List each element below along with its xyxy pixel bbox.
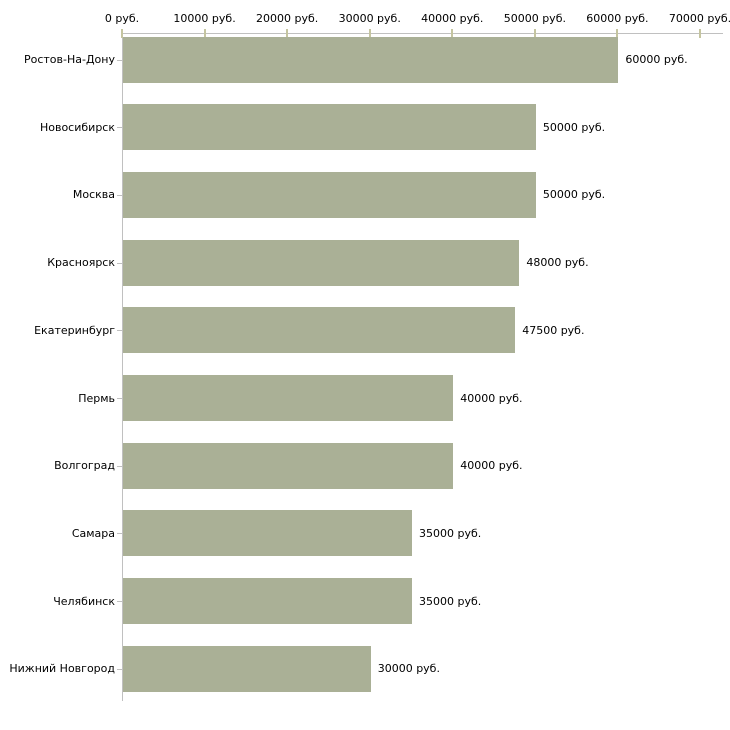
category-tick-mark <box>117 465 122 467</box>
category-label: Челябинск <box>53 594 115 608</box>
bar <box>123 442 454 489</box>
x-tick-mark <box>203 29 206 38</box>
category-tick-mark <box>117 533 122 535</box>
category-tick-mark <box>117 330 122 332</box>
bar <box>123 375 454 421</box>
x-tick-label: 70000 руб. <box>668 12 730 25</box>
bar <box>123 578 412 625</box>
bar <box>123 510 412 557</box>
category-label: Волгоград <box>54 459 115 473</box>
x-tick-label: 30000 руб. <box>338 12 401 25</box>
y-axis-line <box>122 33 123 701</box>
value-label: 35000 руб. <box>419 594 482 608</box>
x-tick-label: 20000 руб. <box>256 12 319 25</box>
category-label: Новосибирск <box>39 120 115 134</box>
value-label: 60000 руб. <box>625 53 688 66</box>
category-tick-mark <box>117 601 122 603</box>
value-label: 40000 руб. <box>460 391 523 405</box>
x-tick-mark <box>368 29 371 38</box>
x-tick-mark <box>616 29 619 38</box>
value-label: 47500 руб. <box>522 323 585 337</box>
x-tick-label: 0 руб. <box>104 12 140 25</box>
category-tick-mark <box>117 127 122 129</box>
category-tick-mark <box>117 262 122 264</box>
x-tick-mark <box>286 29 289 38</box>
x-tick-label: 60000 руб. <box>586 12 649 25</box>
category-label: Самара <box>71 526 115 540</box>
x-tick-label: 50000 руб. <box>503 12 566 25</box>
x-tick-label: 10000 руб. <box>173 12 236 25</box>
x-tick-mark <box>699 29 701 38</box>
bar <box>123 104 536 151</box>
value-label: 50000 руб. <box>542 188 606 202</box>
category-tick-mark <box>117 668 122 670</box>
category-label: Москва <box>72 188 115 202</box>
bar <box>123 645 371 692</box>
category-label: Екатеринбург <box>34 323 115 337</box>
x-tick-mark <box>451 29 454 38</box>
category-tick-mark <box>117 398 122 399</box>
category-label: Пермь <box>78 391 115 405</box>
x-tick-label: 40000 руб. <box>421 12 484 25</box>
category-label: Нижний Новгород <box>9 662 115 676</box>
category-label: Красноярск <box>47 256 115 270</box>
category-tick-mark <box>117 59 122 61</box>
bar <box>123 307 516 354</box>
bar <box>123 239 520 286</box>
bar <box>123 36 619 83</box>
category-tick-mark <box>117 194 122 196</box>
value-label: 30000 руб. <box>377 662 440 676</box>
x-tick-mark <box>533 29 536 38</box>
x-axis-line <box>122 33 723 34</box>
value-label: 48000 руб. <box>526 256 589 270</box>
value-label: 40000 руб. <box>460 459 523 473</box>
value-label: 50000 руб. <box>542 120 606 134</box>
bar <box>123 171 536 218</box>
category-label: Ростов-На-Дону <box>23 53 115 66</box>
x-tick-mark <box>121 29 123 38</box>
value-label: 35000 руб. <box>419 526 482 540</box>
